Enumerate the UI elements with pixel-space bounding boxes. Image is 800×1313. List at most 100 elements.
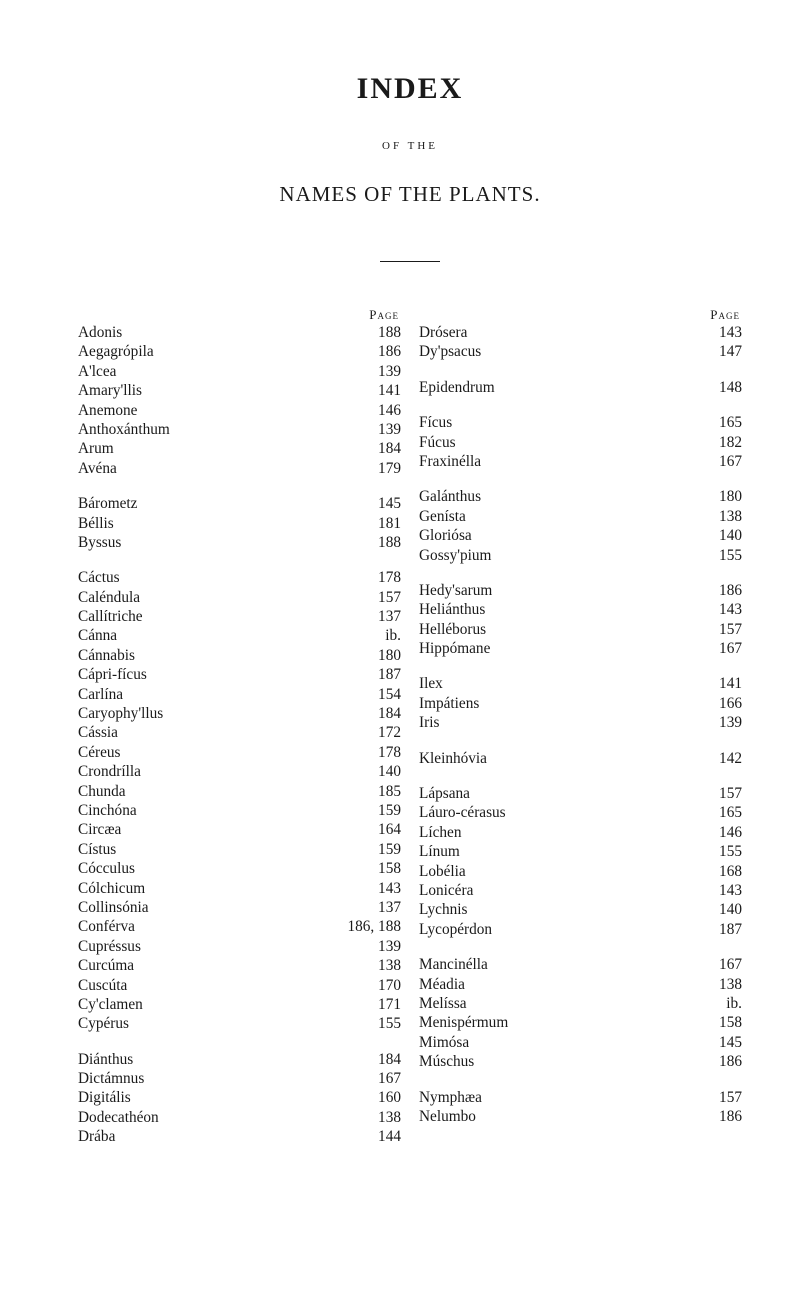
index-entry: Conférva186, 188 [78,919,401,934]
entry-page: 137 [367,609,401,624]
index-entry: Callítriche 137 [78,609,401,624]
index-entry: Gloriósa140 [419,528,742,543]
entry-page: 184 [367,1052,401,1067]
index-entry: Curcúma138 [78,958,401,973]
index-entry: Cinchóna159 [78,803,401,818]
entry-page: 167 [367,1071,401,1086]
entry-term: Dodecathéon [78,1110,159,1125]
entry-term: Cypérus [78,1016,129,1031]
group-gap [78,480,401,496]
entry-term: Arum [78,441,114,456]
index-entry: Genísta138 [419,509,742,524]
index-entry: Cupréssus139 [78,939,401,954]
group-gap [419,399,742,415]
entry-term: Amary'llis [78,383,142,398]
entry-term: Cinchóna [78,803,137,818]
group-gap [419,770,742,786]
entry-term: Líchen [419,825,461,840]
entry-term: Diánthus [78,1052,133,1067]
index-entry: Iris139 [419,715,742,730]
index-entry: Carlína154 [78,687,401,702]
entry-page: 138 [708,977,742,992]
entry-page: 158 [367,861,401,876]
entry-page: 137 [367,900,401,915]
entry-page: ib. [367,628,401,643]
entry-page: 139 [367,422,401,437]
entry-page: 155 [367,1016,401,1031]
index-page: INDEX OF THE NAMES OF THE PLANTS. Page A… [0,0,800,1313]
entry-page: 187 [367,667,401,682]
index-entry: Línum155 [419,844,742,859]
entry-page: 184 [367,441,401,456]
entry-page: 186 [708,1109,742,1124]
entry-term: Circæa [78,822,121,837]
entry-term: Cánna [78,628,117,643]
entry-page: 157 [708,786,742,801]
entry-term: Cuscúta [78,978,127,993]
entry-page: 185 [367,784,401,799]
entry-page: 188 [367,535,401,550]
entry-page: 139 [367,939,401,954]
entry-term: Byssus [78,535,121,550]
index-entry: Dy'psacus147 [419,344,742,359]
index-entry: Melíssaib. [419,996,742,1011]
entry-page: 182 [708,435,742,450]
entry-term: Avéna [78,461,117,476]
entry-page: 187 [708,922,742,937]
index-entry: Cólchicum143 [78,881,401,896]
entry-term: Fraxinélla [419,454,481,469]
index-entry: Gossy'pium155 [419,548,742,563]
index-entry: Cístus159 [78,842,401,857]
entry-page: 186, 188 [347,919,401,934]
entry-page: 180 [708,489,742,504]
entry-term: Genísta [419,509,466,524]
entry-term: Méadia [419,977,465,992]
entry-page: 148 [708,380,742,395]
entry-page: 178 [367,570,401,585]
index-entry: Líchen 146 [419,825,742,840]
entry-page: 178 [367,745,401,760]
entry-page: 168 [708,864,742,879]
entry-page: 138 [367,958,401,973]
entry-term: Aegagrópila [78,344,154,359]
entry-term: Bárometz [78,496,137,511]
entry-term: Digitális [78,1090,131,1105]
entry-term: Lycopérdon [419,922,492,937]
index-entry: Cy'clamen171 [78,997,401,1012]
index-entry: Lonicéra143 [419,883,742,898]
entry-term: Nelumbo [419,1109,476,1124]
index-entry: Circæa164 [78,822,401,837]
index-entry: Lobélia168 [419,864,742,879]
entry-term: Cánnabis [78,648,135,663]
entry-term: Cístus [78,842,116,857]
entry-term: Céreus [78,745,120,760]
index-entry: Nymphæa157 [419,1090,742,1105]
index-entry: Bárometz145 [78,496,401,511]
entry-page: 172 [367,725,401,740]
entry-term: Crondrílla [78,764,141,779]
group-gap [419,941,742,957]
entry-term: Callítriche [78,609,143,624]
entry-page: 167 [708,957,742,972]
index-entry: Hippómane167 [419,641,742,656]
entry-page: 167 [708,454,742,469]
index-entry: Chunda185 [78,784,401,799]
entry-page: 146 [708,825,742,840]
entry-term: Caryophy'llus [78,706,163,721]
entry-page: 165 [708,415,742,430]
right-column: Page Drósera143Dy'psacus147Epidendrum148… [419,308,742,1149]
group-gap [78,554,401,570]
index-entry: Drósera143 [419,325,742,340]
left-column: Page Adonis188Aegagrópila186A'lcea139Ama… [78,308,401,1149]
entry-page: 154 [367,687,401,702]
subtitle: NAMES OF THE PLANTS. [78,182,742,207]
entry-page: 141 [367,383,401,398]
entry-page: 143 [708,883,742,898]
index-entry: Lápsana 157 [419,786,742,801]
entry-page: 171 [367,997,401,1012]
group-gap [419,567,742,583]
entry-term: Fúcus [419,435,456,450]
entry-term: Lápsana [419,786,470,801]
entry-term: A'lcea [78,364,116,379]
index-entry: Caléndula157 [78,590,401,605]
